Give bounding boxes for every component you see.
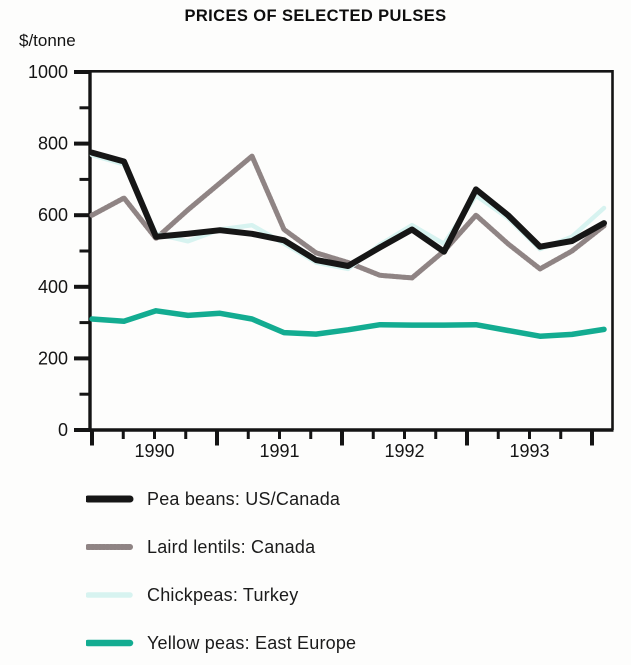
- legend-swatch-laird-lentils-icon: [86, 544, 133, 550]
- legend-label-yellow-peas: Yellow peas: East Europe: [147, 632, 357, 653]
- legend-label-pea-beans: Pea beans: US/Canada: [147, 488, 341, 509]
- legend-item-pea-beans: Pea beans: US/Canada: [86, 489, 356, 509]
- y-tick-label: 400: [38, 277, 68, 297]
- series-line-yellow-peas: [89, 308, 607, 339]
- legend-swatch-yellow-peas-icon: [86, 639, 134, 647]
- legend-label-chickpeas: Chickpeas: Turkey: [147, 584, 299, 605]
- y-axis-unit-label: $/tonne: [19, 31, 76, 50]
- chart-title: PRICES OF SELECTED PULSES: [184, 7, 447, 25]
- legend-swatch-chickpeas-icon: [86, 592, 133, 598]
- y-tick-label: 1000: [28, 62, 68, 82]
- y-tick-label: 0: [58, 420, 68, 440]
- legend: Pea beans: US/Canada Laird lentils: Cana…: [86, 489, 356, 653]
- y-tick-label: 800: [38, 134, 68, 154]
- legend-item-chickpeas: Chickpeas: Turkey: [86, 585, 356, 605]
- legend-item-laird-lentils: Laird lentils: Canada: [86, 537, 356, 557]
- x-tick-label: 1993: [509, 441, 549, 461]
- legend-label-laird-lentils: Laird lentils: Canada: [147, 536, 316, 557]
- legend-item-yellow-peas: Yellow peas: East Europe: [86, 633, 356, 653]
- y-tick-label: 600: [38, 205, 68, 225]
- series-line-chickpeas: [89, 152, 607, 272]
- x-tick-label: 1992: [384, 441, 424, 461]
- y-tick-label: 200: [38, 348, 68, 368]
- x-tick-label: 1991: [259, 441, 299, 461]
- series-line-laird-lentils-texture: [89, 153, 607, 281]
- price-line-chart: 0 200 400 600 800 1000 1990 1991 1992 1993: [28, 62, 614, 461]
- x-tick-label: 1990: [134, 441, 174, 461]
- legend-swatch-pea-beans-icon: [86, 495, 134, 503]
- series-line-pea-beans: [89, 149, 607, 269]
